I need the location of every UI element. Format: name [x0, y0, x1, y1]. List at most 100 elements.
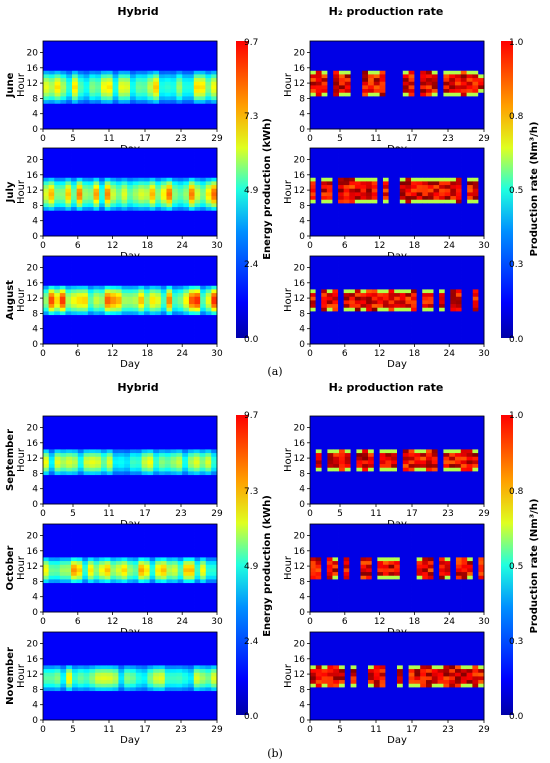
heatmap-cell	[106, 434, 113, 439]
y-axis-label: Hour	[283, 72, 294, 97]
heatmap-cell	[170, 110, 177, 115]
heatmap-cell	[377, 206, 384, 211]
heatmap-cell	[93, 325, 100, 330]
heatmap-cell	[172, 184, 179, 189]
heatmap-cell	[60, 460, 67, 465]
heatmap-cell	[59, 296, 66, 301]
heatmap-cell	[439, 281, 446, 286]
heatmap-cell	[467, 217, 474, 222]
heatmap-cell	[104, 270, 111, 275]
heatmap-cell	[338, 303, 345, 308]
heatmap-cell	[315, 63, 322, 68]
heatmap-cell	[411, 289, 418, 294]
heatmap-cell	[194, 221, 201, 226]
heatmap-cell	[65, 221, 72, 226]
heatmap-cell	[333, 41, 340, 46]
heatmap-cell	[183, 303, 190, 308]
heatmap-cell	[443, 125, 450, 130]
heatmap-cell	[450, 166, 457, 171]
heatmap-cell	[455, 148, 462, 153]
heatmap-cell	[377, 195, 384, 200]
heatmap-cell	[321, 214, 328, 219]
heatmap-cell	[444, 270, 451, 275]
heatmap-cell	[144, 318, 151, 323]
heatmap-cell	[422, 206, 429, 211]
heatmap-cell	[416, 314, 423, 319]
heatmap-cell	[455, 55, 462, 60]
heatmap-cell	[99, 292, 106, 297]
heatmap-cell	[422, 173, 429, 178]
heatmap-cell	[149, 173, 156, 178]
heatmap-cell	[433, 274, 440, 279]
heatmap-cell	[338, 192, 345, 197]
heatmap-cell	[382, 155, 389, 160]
heatmap-cell	[405, 225, 412, 230]
heatmap-cell	[371, 148, 378, 153]
heatmap-cell	[467, 340, 474, 345]
heatmap-cell	[138, 318, 145, 323]
heatmap-cell	[83, 485, 90, 490]
heatmap-cell	[472, 325, 479, 330]
heatmap-cell	[59, 307, 66, 312]
heatmap-cell	[315, 303, 322, 308]
heatmap-cell	[144, 221, 151, 226]
heatmap-cell	[414, 110, 421, 115]
heatmap-cell	[379, 59, 386, 64]
heatmap-cell	[431, 118, 438, 123]
heatmap-cell	[402, 121, 409, 126]
heatmap-cell	[101, 423, 108, 428]
heatmap-cell	[326, 296, 333, 301]
heatmap-cell	[176, 77, 183, 82]
heatmap-cell	[343, 340, 350, 345]
heatmap-cell	[176, 44, 183, 49]
heatmap-cell	[402, 96, 409, 101]
heatmap-cell	[422, 340, 429, 345]
heatmap-cell	[130, 59, 137, 64]
heatmap-cell	[416, 170, 423, 175]
heatmap-cell	[397, 110, 404, 115]
heatmap-cell	[422, 307, 429, 312]
heatmap-cell	[472, 155, 479, 160]
heatmap-cell	[455, 173, 462, 178]
heatmap-cell	[182, 81, 189, 86]
heatmap-cell	[76, 267, 83, 272]
heatmap-cell	[60, 66, 67, 71]
heatmap-cell	[444, 274, 451, 279]
cb-energy-b-tick-2: 4.9	[244, 562, 259, 572]
heatmap-cell	[200, 322, 207, 327]
heatmap-cell	[101, 452, 108, 457]
heatmap-cell	[399, 314, 406, 319]
heatmap-cell	[166, 210, 173, 215]
heatmap-cell	[177, 166, 184, 171]
heatmap-cell	[332, 148, 339, 153]
heatmap-cell	[431, 85, 438, 90]
heatmap-cell	[95, 438, 102, 443]
heatmap-cell	[466, 121, 473, 126]
heatmap-cell	[138, 148, 145, 153]
heatmap-cell	[72, 441, 79, 446]
month-label: June	[5, 72, 16, 98]
x-tick-label: 24	[176, 241, 188, 251]
heatmap-cell	[466, 96, 473, 101]
heatmap-cell	[199, 107, 206, 112]
heatmap-cell	[391, 121, 398, 126]
heatmap-cell	[138, 221, 145, 226]
heatmap-cell	[326, 221, 333, 226]
heatmap-cell	[48, 278, 55, 283]
heatmap-cell	[343, 148, 350, 153]
heatmap-cell	[333, 52, 340, 57]
heatmap-cell	[93, 318, 100, 323]
heatmap-cell	[310, 99, 317, 104]
heatmap-cell	[118, 452, 125, 457]
heatmap-cell	[188, 333, 195, 338]
heatmap-cell	[138, 289, 145, 294]
heatmap-cell	[315, 114, 322, 119]
heatmap-cell	[188, 63, 195, 68]
heatmap-cell	[200, 333, 207, 338]
heatmap-cell	[371, 281, 378, 286]
heatmap-cell	[420, 96, 427, 101]
heatmap-cell	[54, 162, 61, 167]
heatmap-cell	[48, 300, 55, 305]
heatmap-cell	[338, 188, 345, 193]
heatmap-cell	[182, 44, 189, 49]
